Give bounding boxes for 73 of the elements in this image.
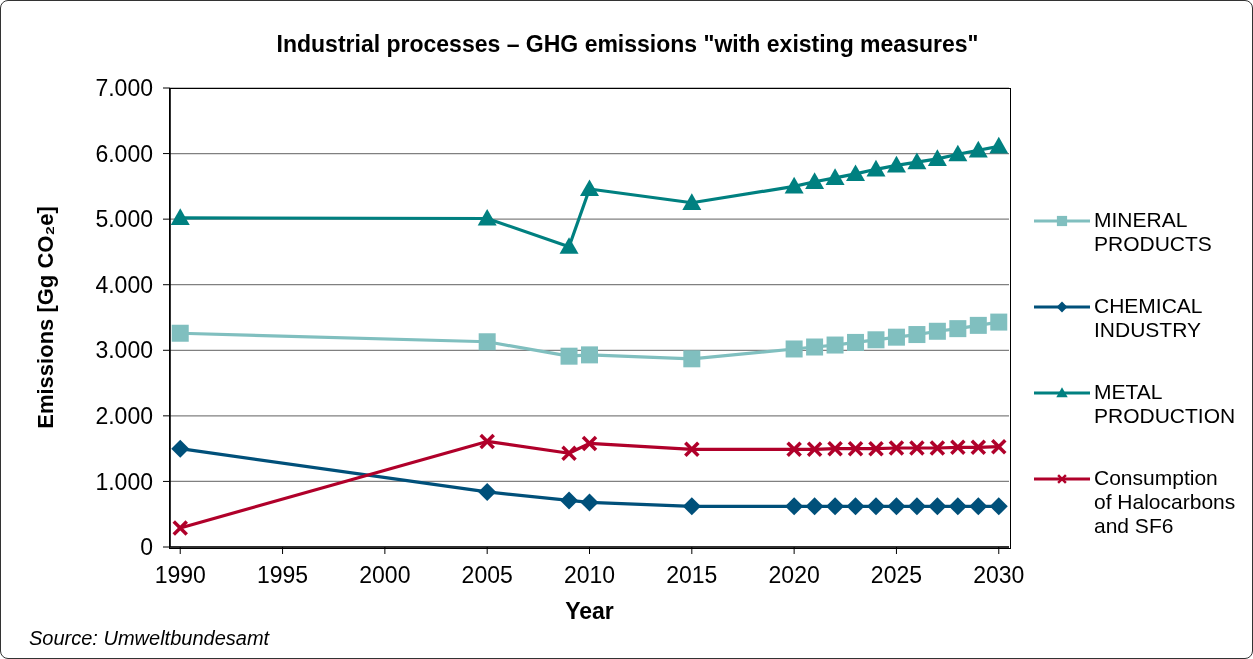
point: [846, 164, 866, 182]
y-tick-label: 4.000: [95, 271, 153, 298]
point: [477, 208, 497, 226]
point: [948, 497, 967, 516]
legend-label: MINERAL PRODUCTS: [1094, 208, 1213, 256]
x-tick-label: 2000: [359, 562, 411, 589]
y-tick-label: 0: [140, 534, 153, 561]
point: [170, 208, 190, 225]
point: [887, 328, 905, 346]
y-tick-label: 2.000: [95, 403, 153, 430]
point: [805, 497, 824, 516]
point: [806, 338, 824, 356]
legend-label: Consumption of Halocarbons and SF6: [1094, 466, 1237, 538]
point: [847, 333, 865, 351]
point: [907, 152, 927, 170]
point: [581, 346, 598, 364]
point: [560, 347, 578, 365]
x-tick-label: 2020: [768, 562, 820, 589]
y-tick-label: 5.000: [95, 206, 153, 233]
point: [989, 136, 1009, 154]
x-tick-label: 2030: [973, 562, 1025, 589]
x-tick-label: 2010: [563, 562, 616, 589]
point: [949, 320, 967, 338]
point: [478, 482, 497, 501]
point: [559, 237, 579, 254]
point: [171, 439, 190, 458]
x-tick-label: 1990: [154, 562, 206, 589]
point: [908, 326, 926, 344]
y-tick-label: 6.000: [95, 140, 153, 167]
y-tick-label: 7.000: [95, 75, 153, 102]
point: [785, 340, 803, 358]
point: [887, 497, 906, 516]
point: [682, 497, 701, 516]
point: [969, 316, 987, 334]
point: [928, 497, 947, 516]
point: [478, 333, 496, 351]
x-tick-label: 2005: [461, 562, 513, 589]
x-axis-title: Year: [565, 598, 614, 624]
point: [682, 193, 702, 210]
point: [171, 324, 189, 342]
point: [867, 331, 885, 349]
point: [580, 179, 599, 197]
point: [907, 497, 926, 516]
source-note: Source: Umweltbundesamt: [29, 627, 270, 650]
point: [683, 350, 701, 368]
point: [826, 497, 845, 516]
point: [784, 176, 804, 194]
point: [886, 155, 906, 173]
point: [989, 497, 1008, 516]
y-axis-title: Emissions [Gg CO₂e]: [32, 206, 58, 429]
point: [826, 336, 844, 354]
x-tick-label: 2025: [870, 562, 923, 589]
point: [968, 140, 988, 158]
x-tick-label: 1995: [256, 562, 309, 589]
point: [825, 168, 845, 185]
chart-title: Industrial processes – GHG emissions "with existing measures": [275, 31, 980, 58]
point: [969, 497, 988, 516]
point: [560, 491, 579, 510]
point: [928, 322, 946, 340]
point: [948, 144, 968, 162]
point: [580, 493, 599, 512]
point: [927, 149, 947, 166]
y-tick-label: 3.000: [95, 337, 153, 364]
point: [990, 313, 1008, 331]
point: [866, 497, 885, 516]
y-tick-label: 1.000: [95, 468, 153, 495]
point: [866, 159, 886, 177]
point: [785, 497, 804, 516]
point: [846, 497, 865, 516]
point: [805, 172, 825, 189]
legend-label: CHEMICAL INDUSTRY: [1094, 294, 1203, 342]
legend-label: METAL PRODUCTION: [1094, 380, 1237, 428]
x-tick-label: 2015: [666, 562, 718, 589]
